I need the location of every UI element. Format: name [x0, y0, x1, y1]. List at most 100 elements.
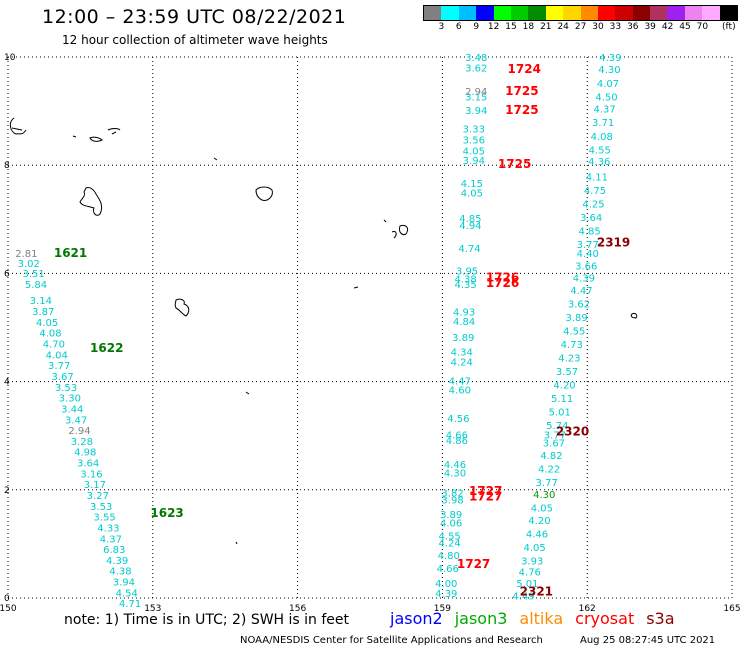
swh-value: 3.89 — [440, 510, 462, 521]
swh-value: 4.49 — [512, 592, 534, 603]
swh-value: 4.85 — [459, 214, 481, 225]
island-shape — [89, 136, 103, 142]
y-tick-label: 0 — [4, 594, 10, 604]
island-shape — [235, 541, 238, 545]
island-shape — [383, 219, 387, 223]
track-id-label: 1727 — [469, 484, 502, 498]
colorbar-swatch — [719, 6, 738, 20]
swh-value: 4.47 — [449, 376, 471, 387]
colorbar-tick-label: 3 — [438, 22, 445, 32]
colorbar-swatch — [667, 6, 685, 20]
colorbar-labels: 3 6 9 12 15 18 21 24 27 30 33 36 39 42 45 70 (ft) — [423, 22, 740, 34]
swh-value: 3.89 — [452, 333, 474, 344]
colorbar-swatch — [650, 6, 668, 20]
swh-value: 4.30 — [598, 65, 620, 76]
track-id-label: 2321 — [520, 584, 553, 598]
island-shape — [245, 391, 250, 395]
colorbar-swatch — [580, 6, 598, 20]
swh-value: 3.55 — [93, 513, 115, 524]
page-subtitle: 12 hour collection of altimeter wave hei… — [62, 33, 328, 47]
swh-value: 3.94 — [463, 156, 485, 167]
swh-value: 3.67 — [51, 372, 73, 383]
colorbar-tick-label: 12 — [487, 22, 500, 32]
swh-value: 4.15 — [461, 179, 483, 190]
swh-value: 5.84 — [25, 280, 47, 291]
swh-value: 4.85 — [579, 226, 601, 237]
swh-value: 3.95 — [456, 266, 478, 277]
colorbar-tick-label: 9 — [473, 22, 480, 32]
y-tick-label: 6 — [4, 269, 10, 279]
swh-value: 4.36 — [588, 157, 610, 168]
island-shape — [174, 298, 190, 317]
y-tick-label: 2 — [4, 486, 10, 496]
colorbar — [423, 5, 739, 21]
swh-value: 3.77 — [48, 361, 70, 372]
swh-value: 3.56 — [463, 136, 485, 147]
x-tick-label: 156 — [289, 604, 306, 614]
swh-value: 3.82 — [441, 488, 463, 499]
coastlines — [9, 117, 638, 545]
generated-timestamp: Aug 25 08:27:45 UTC 2021 — [580, 635, 716, 646]
swh-value: 4.73 — [561, 340, 583, 351]
swh-value: 3.30 — [59, 394, 81, 405]
swh-value: 3.77 — [544, 430, 566, 441]
track-id-label: 1621 — [54, 246, 87, 260]
swh-value: 4.76 — [519, 567, 541, 578]
swh-value: 3.27 — [87, 491, 109, 502]
swh-value: 4.55 — [563, 327, 585, 338]
x-tick-label: 162 — [579, 604, 596, 614]
swh-value: 3.94 — [465, 106, 487, 117]
swh-value: 4.04 — [46, 350, 68, 361]
track-id-label: 1727 — [469, 490, 502, 504]
swh-value: 3.93 — [521, 556, 543, 567]
track-id-label: 1727 — [457, 557, 490, 571]
swh-value: 4.39 — [573, 274, 595, 285]
swh-value: 3.67 — [543, 439, 565, 450]
swh-value: 4.34 — [451, 348, 473, 359]
colorbar-swatch — [510, 6, 529, 20]
swh-value: 4.33 — [97, 523, 119, 534]
legend-s3a: s3a — [646, 609, 675, 628]
credit-line: NOAA/NESDIS Center for Satellite Applica… — [240, 635, 543, 646]
island-shape — [353, 286, 359, 289]
swh-value: 4.80 — [438, 551, 460, 562]
colorbar-tick-label: 42 — [661, 22, 674, 32]
track-id-label: 1726 — [486, 276, 519, 290]
swh-value: 4.98 — [74, 448, 96, 459]
track-id-label: 1622 — [90, 341, 123, 355]
swh-value: 3.53 — [55, 383, 77, 394]
legend-altika: altika — [519, 609, 564, 628]
island-shape — [630, 313, 638, 319]
swh-value: 3.33 — [463, 125, 485, 136]
swh-value: 4.38 — [109, 567, 131, 578]
colorbar-swatch — [528, 6, 546, 20]
colorbar-swatch — [702, 6, 720, 20]
island-shape — [79, 187, 103, 216]
legend-jason3: jason3 — [454, 609, 508, 628]
swh-value: 4.35 — [454, 280, 476, 291]
colorbar-tick-label: 27 — [574, 22, 587, 32]
swh-value: 3.77 — [536, 478, 558, 489]
colorbar-swatch — [632, 6, 651, 20]
swh-value: 3.77 — [577, 240, 599, 251]
swh-value: 4.46 — [526, 529, 548, 540]
swh-value: 4.00 — [435, 579, 457, 590]
swh-value: 4.07 — [597, 79, 619, 90]
island-shape — [213, 157, 218, 161]
island-shape — [255, 186, 273, 201]
island-shape — [72, 135, 77, 138]
track-id-label: 1724 — [508, 62, 541, 76]
colorbar-tick-label: 30 — [592, 22, 604, 32]
swh-value: 3.66 — [575, 262, 597, 273]
map-grid: 150 153 156 159 162 165 0 2 4 6 8 10 — [0, 53, 740, 614]
track-id-label: 1623 — [150, 506, 183, 520]
track-id-label: 1725 — [498, 157, 531, 171]
colorbar-tick-label: 39 — [644, 22, 656, 32]
swh-value: 4.22 — [538, 464, 560, 475]
swh-value: 4.05 — [461, 189, 483, 200]
swh-value: 4.75 — [584, 186, 606, 197]
colorbar-tick-label: 18 — [522, 22, 535, 32]
swh-value: 4.56 — [447, 414, 469, 425]
swh-value: 4.50 — [595, 92, 617, 103]
swh-value: 3.44 — [61, 404, 83, 415]
